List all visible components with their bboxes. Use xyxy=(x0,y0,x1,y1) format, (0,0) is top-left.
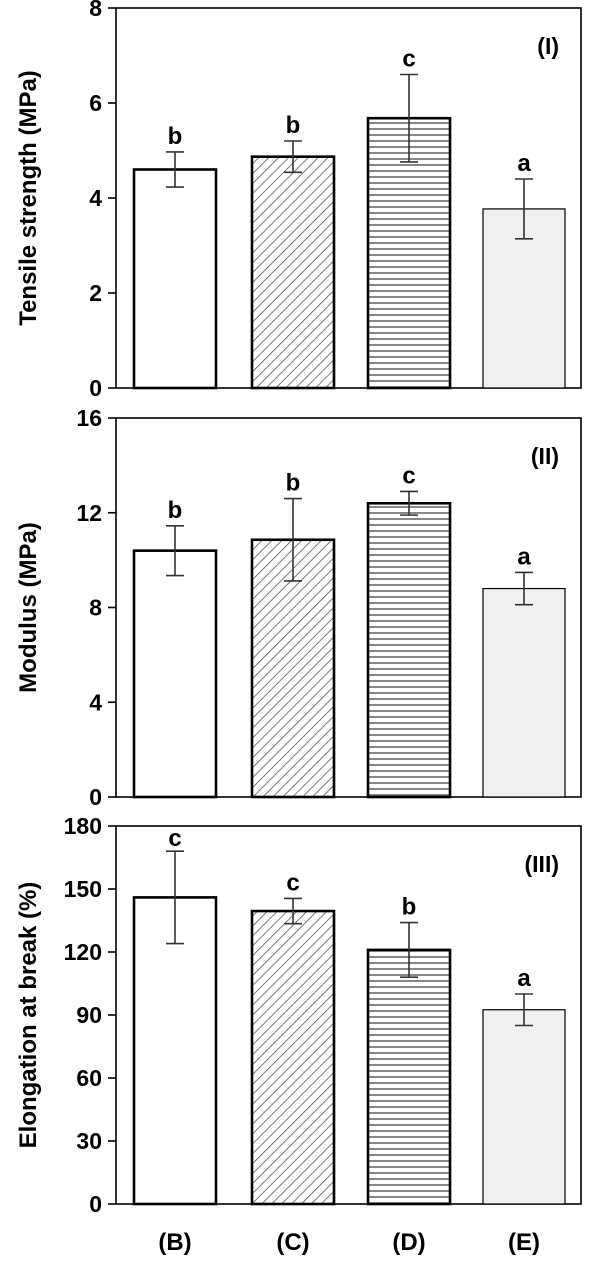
bar-d xyxy=(366,948,452,1206)
bar-c xyxy=(250,538,336,799)
bar-b xyxy=(132,168,218,390)
y-tick-label: 60 xyxy=(76,1065,102,1091)
significance-letter: b xyxy=(402,894,417,921)
significance-letter: a xyxy=(517,150,531,177)
y-tick-label: 4 xyxy=(89,689,102,715)
significance-letter: b xyxy=(168,497,183,524)
bar-e xyxy=(482,1009,566,1205)
chart-panel-2: 0 4 8 12 16 Modulus (MPa) (II) b b c a xyxy=(15,405,582,810)
y-tick-label: 2 xyxy=(89,280,102,306)
bar-c xyxy=(250,155,336,390)
x-tick-label: (C) xyxy=(276,1229,309,1256)
y-tick-label: 180 xyxy=(64,813,102,839)
significance-letter: c xyxy=(168,825,181,852)
y-tick-label: 0 xyxy=(89,375,102,401)
y-tick-label: 90 xyxy=(76,1002,102,1028)
bar-b xyxy=(132,549,218,799)
y-axis-label: Tensile strength (MPa) xyxy=(15,70,42,326)
chart-panels: 0 2 4 6 8 Tensile strength (MPa) (I) b b c a 0 4 8 12 1… xyxy=(15,0,582,1217)
bar-d xyxy=(366,501,452,799)
y-tick-label: 8 xyxy=(89,595,102,621)
x-axis-tick-labels: (B) (C) (D) (E) xyxy=(158,1229,540,1256)
bar-b xyxy=(132,896,218,1206)
significance-letter: c xyxy=(402,462,415,489)
panel-label: (III) xyxy=(525,851,560,877)
x-tick-label: (B) xyxy=(158,1229,191,1256)
panel-label: (II) xyxy=(531,443,559,469)
chart-panel-1: 0 2 4 6 8 Tensile strength (MPa) (I) b b c a xyxy=(15,0,582,401)
bar-e xyxy=(482,587,566,798)
significance-letter: a xyxy=(517,965,531,992)
y-tick-label: 16 xyxy=(76,405,102,431)
y-tick-label: 150 xyxy=(64,876,102,902)
significance-letter: c xyxy=(402,46,415,73)
x-tick-label: (E) xyxy=(508,1229,540,1256)
y-tick-label: 0 xyxy=(89,784,102,810)
chart-panel-3: 0 30 60 90 120 150 180 Elongation at break (%) (… xyxy=(15,813,582,1217)
significance-letter: b xyxy=(168,123,183,150)
y-tick-label: 30 xyxy=(76,1128,102,1154)
significance-letter: b xyxy=(286,112,301,139)
y-tick-label: 120 xyxy=(64,939,102,965)
y-tick-label: 8 xyxy=(89,0,102,21)
y-tick-label: 0 xyxy=(89,1191,102,1217)
significance-letter: b xyxy=(286,470,301,497)
panel-label: (I) xyxy=(537,33,559,59)
y-axis-label: Elongation at break (%) xyxy=(15,882,42,1149)
bar-c xyxy=(250,909,336,1206)
bar-d xyxy=(366,116,452,390)
y-tick-label: 6 xyxy=(89,90,102,116)
y-tick-label: 4 xyxy=(89,185,102,211)
y-axis-label: Modulus (MPa) xyxy=(15,522,42,693)
x-tick-label: (D) xyxy=(392,1229,425,1256)
y-tick-label: 12 xyxy=(76,500,102,526)
significance-letter: c xyxy=(286,869,299,896)
significance-letter: a xyxy=(517,543,531,570)
